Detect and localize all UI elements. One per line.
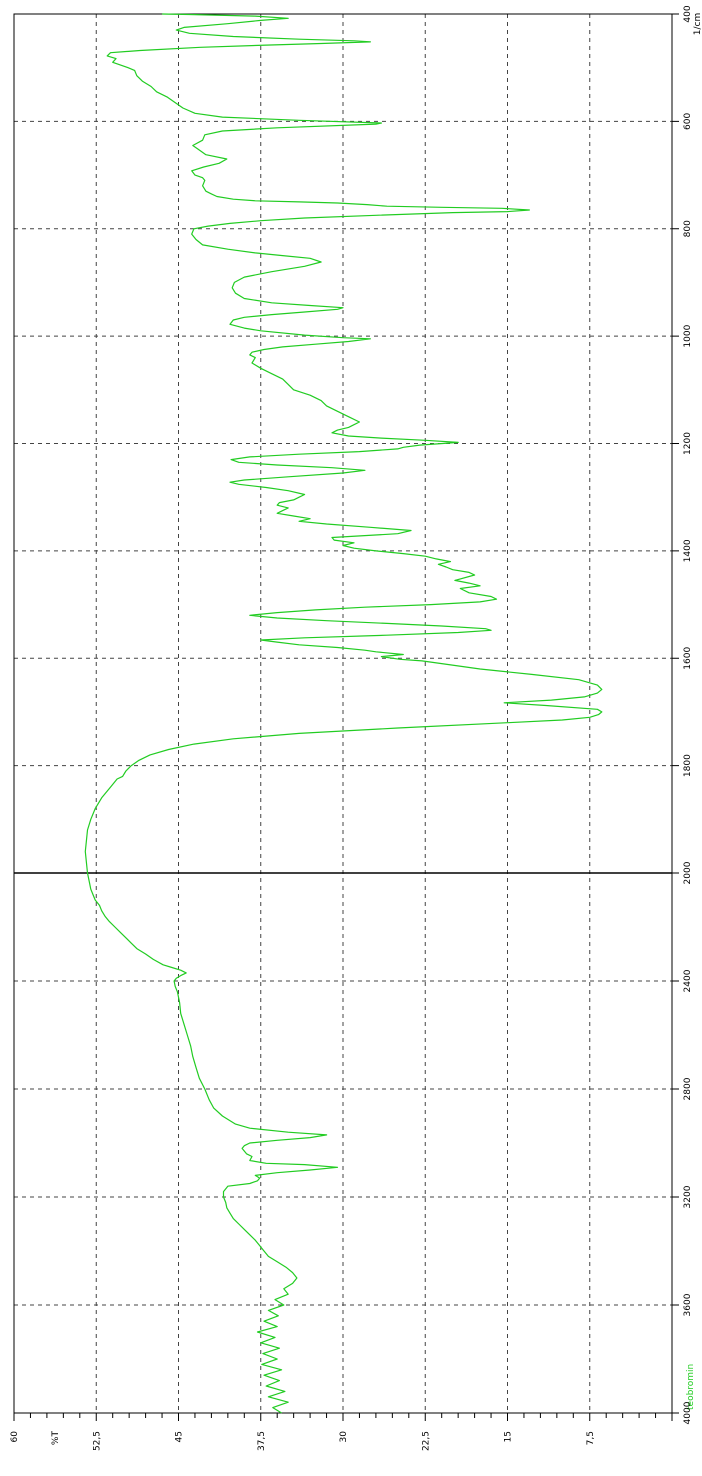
x-tick-label: 600	[683, 113, 693, 130]
series-line-teobromin	[84, 13, 603, 1414]
x-tick-label: 2400	[683, 969, 693, 992]
x-tick-label: 1600	[683, 647, 693, 670]
gridlines	[14, 14, 672, 1413]
x-tick-label: 3600	[683, 1293, 693, 1316]
x-tick-label: 3200	[683, 1185, 693, 1208]
x-tick-label: 800	[683, 220, 693, 237]
y-tick-label: 52,5	[92, 1431, 102, 1451]
y-tick-label: 22,5	[421, 1431, 431, 1451]
x-tick-label: 1000	[683, 324, 693, 347]
y-tick-label: 60	[10, 1431, 20, 1443]
x-axis-label: 1/cm	[693, 13, 702, 35]
x-tick-label: 4000	[683, 1401, 693, 1424]
y-tick-label: 37,5	[257, 1431, 267, 1451]
x-tick-label: 2000	[683, 861, 693, 884]
y-tick-label: 7,5	[586, 1431, 596, 1445]
y-axis-label: %T	[51, 1431, 61, 1446]
x-tick-label: 1400	[683, 539, 693, 562]
x-tick-label: 400	[683, 5, 693, 22]
x-tick-label: 1200	[683, 432, 693, 455]
y-tick-label: 30	[339, 1431, 349, 1443]
x-tick-label: 1800	[683, 754, 693, 777]
series-layer: teobromin	[84, 13, 696, 1414]
y-tick-label: 45	[175, 1431, 185, 1442]
axes: 60 52,5 45 37,5 30 22,5 15 7,5 %T 400 600 800 1000 12…	[10, 5, 702, 1451]
legend-entry: teobromin	[686, 1364, 696, 1410]
y-tick-label: 15	[504, 1431, 514, 1442]
x-tick-label: 2800	[683, 1077, 693, 1100]
